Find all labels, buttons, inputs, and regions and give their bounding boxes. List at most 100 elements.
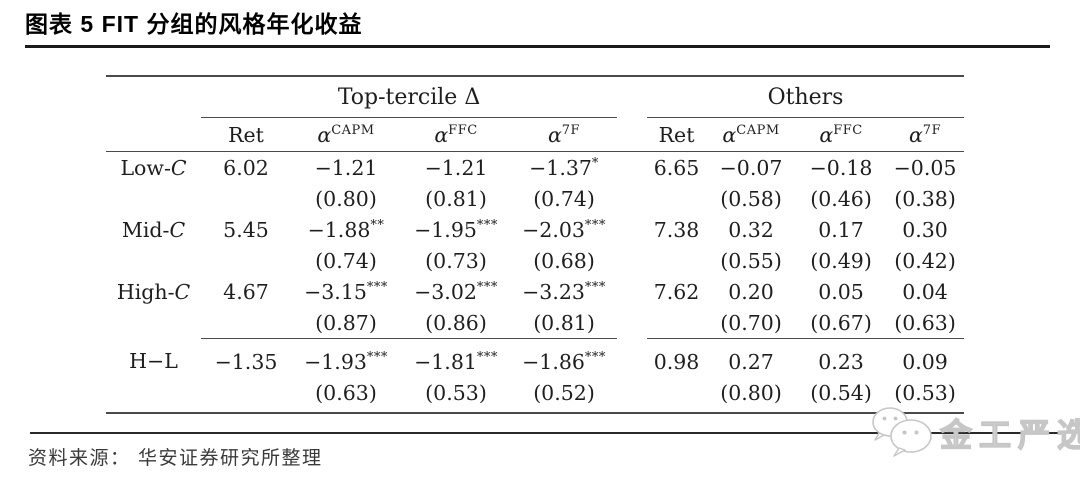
table-cell: −1.86*** <box>511 338 618 377</box>
col-header-alpha-ffc: αFFC <box>401 117 511 152</box>
table-cell-se <box>647 245 706 276</box>
table-cell-se: (0.55) <box>720 248 782 273</box>
table-cell-se <box>201 183 291 214</box>
table-cell-se: (0.53) <box>425 380 487 405</box>
table-cell: −1.21 <box>314 155 378 180</box>
data-table: Top-tercile Δ Others Ret αCAPM αFFC α7F … <box>106 75 965 414</box>
table-cell: 0.09 <box>886 338 965 377</box>
table-cell: 7.38 <box>653 217 700 242</box>
table-cell: 0.23 <box>796 338 887 377</box>
table-cell-se <box>647 183 706 214</box>
table-cell-se <box>201 245 291 276</box>
table-cell: 0.98 <box>647 338 707 377</box>
gap-cell <box>617 183 647 214</box>
table-cell-se: (0.38) <box>894 186 956 211</box>
group-header-row: Top-tercile Δ Others <box>106 76 965 118</box>
table-cell: 0.17 <box>818 217 864 242</box>
figure-title: 图表 5 FIT 分组的风格年化收益 <box>25 11 363 37</box>
table-cell: −3.15*** <box>304 279 388 304</box>
table-cell-se <box>647 307 706 339</box>
table-cell-se: (0.67) <box>810 310 872 335</box>
table-cell-se: (0.52) <box>533 380 595 405</box>
row-label: High-C <box>116 279 191 304</box>
footer-rule <box>30 432 1060 434</box>
table-cell-se: (0.58) <box>720 186 782 211</box>
table-cell: 5.45 <box>223 217 269 242</box>
source-note: 资料来源： 华安证券研究所整理 <box>28 447 323 469</box>
table-cell-se: (0.54) <box>810 380 872 405</box>
table-cell-se: (0.63) <box>894 310 956 335</box>
gap-cell <box>617 152 647 184</box>
group-header-top-tercile: Top-tercile Δ <box>201 76 618 118</box>
col-header-alpha-ffc: αFFC <box>796 117 887 152</box>
col-header-ret: Ret <box>647 117 707 152</box>
watermark-text: 金工严选 <box>939 416 1080 453</box>
empty-cell <box>106 183 201 214</box>
table-cell: 0.05 <box>818 279 864 304</box>
table-cell-se: (0.87) <box>315 310 377 335</box>
table-cell: −0.18 <box>809 155 873 180</box>
table-cell-se: (0.81) <box>533 310 595 335</box>
table-cell-se: (0.49) <box>810 248 872 273</box>
table-row: H−L −1.35 −1.93*** −1.81*** −1.86*** 0.9… <box>106 338 965 377</box>
title-rule <box>25 45 1050 48</box>
gap-cell <box>617 307 647 339</box>
empty-cell <box>106 377 201 413</box>
table-cell: −2.03*** <box>522 217 606 242</box>
table-cell-se: (0.70) <box>720 310 782 335</box>
table-cell: 6.02 <box>223 155 269 180</box>
table-row: Low-C 6.02 −1.21 −1.21 −1.37* 6.65 −0.07… <box>106 152 964 184</box>
table-cell: 0.20 <box>728 279 774 304</box>
table-cell: −1.95*** <box>414 217 498 242</box>
table-row: High-C 4.67 −3.15*** −3.02*** −3.23*** 7… <box>106 276 964 307</box>
gap-cell <box>617 276 647 307</box>
col-header-alpha-capm: αCAPM <box>291 117 401 152</box>
table-cell: −0.07 <box>719 155 783 180</box>
table-cell-se <box>201 307 291 339</box>
table-cell-se: (0.74) <box>533 186 595 211</box>
table-cell: −1.35 <box>201 338 291 377</box>
table-row-se: (0.74) (0.73) (0.68) (0.55) (0.49) (0.42… <box>106 245 964 276</box>
table-cell: −1.21 <box>424 155 488 180</box>
empty-cell <box>106 307 201 339</box>
table-cell-se: (0.81) <box>425 186 487 211</box>
table-cell-se: (0.68) <box>533 248 595 273</box>
table-cell: −1.88** <box>307 217 385 242</box>
table-cell: 7.62 <box>653 279 700 304</box>
watermark: 金工严选 <box>866 402 1080 460</box>
col-header-alpha-capm: αCAPM <box>706 117 797 152</box>
table-cell-se <box>201 377 291 413</box>
gap-cell <box>617 245 647 276</box>
empty-cell <box>106 76 201 118</box>
table-cell: 6.65 <box>653 155 700 180</box>
table-cell-se <box>647 377 706 413</box>
table-cell-se: (0.63) <box>315 380 377 405</box>
table-cell: 0.32 <box>728 217 774 242</box>
gap-cell <box>617 214 647 245</box>
col-header-ret: Ret <box>201 117 291 152</box>
table-cell: −3.02*** <box>414 279 498 304</box>
table-row-se: (0.87) (0.86) (0.81) (0.70) (0.67) (0.63… <box>106 307 964 339</box>
table-cell: −1.37* <box>529 155 599 180</box>
table-cell-se: (0.53) <box>894 380 956 405</box>
table-cell: 0.30 <box>902 217 948 242</box>
table-cell-se: (0.80) <box>315 186 377 211</box>
row-label: H−L <box>129 349 178 374</box>
table-cell-se: (0.74) <box>315 248 377 273</box>
table-cell: −1.93*** <box>291 338 401 377</box>
table-cell-se: (0.80) <box>720 380 782 405</box>
col-header-alpha-7f: α7F <box>886 117 965 152</box>
empty-cell <box>106 117 201 152</box>
table-cell-se: (0.86) <box>425 310 487 335</box>
table-cell: −1.81*** <box>401 338 511 377</box>
table-row-se: (0.63) (0.53) (0.52) (0.80) (0.54) (0.53… <box>106 377 964 413</box>
table-cell-se: (0.73) <box>425 248 487 273</box>
gap-cell <box>617 117 648 152</box>
group-header-others: Others <box>647 76 965 118</box>
row-label: Low-C <box>120 155 187 180</box>
table-cell: 0.04 <box>902 279 948 304</box>
table-row: Mid-C 5.45 −1.88** −1.95*** −2.03*** 7.3… <box>106 214 964 245</box>
table-cell: 0.27 <box>706 338 797 377</box>
table-row-se: (0.80) (0.81) (0.74) (0.58) (0.46) (0.38… <box>106 183 964 214</box>
